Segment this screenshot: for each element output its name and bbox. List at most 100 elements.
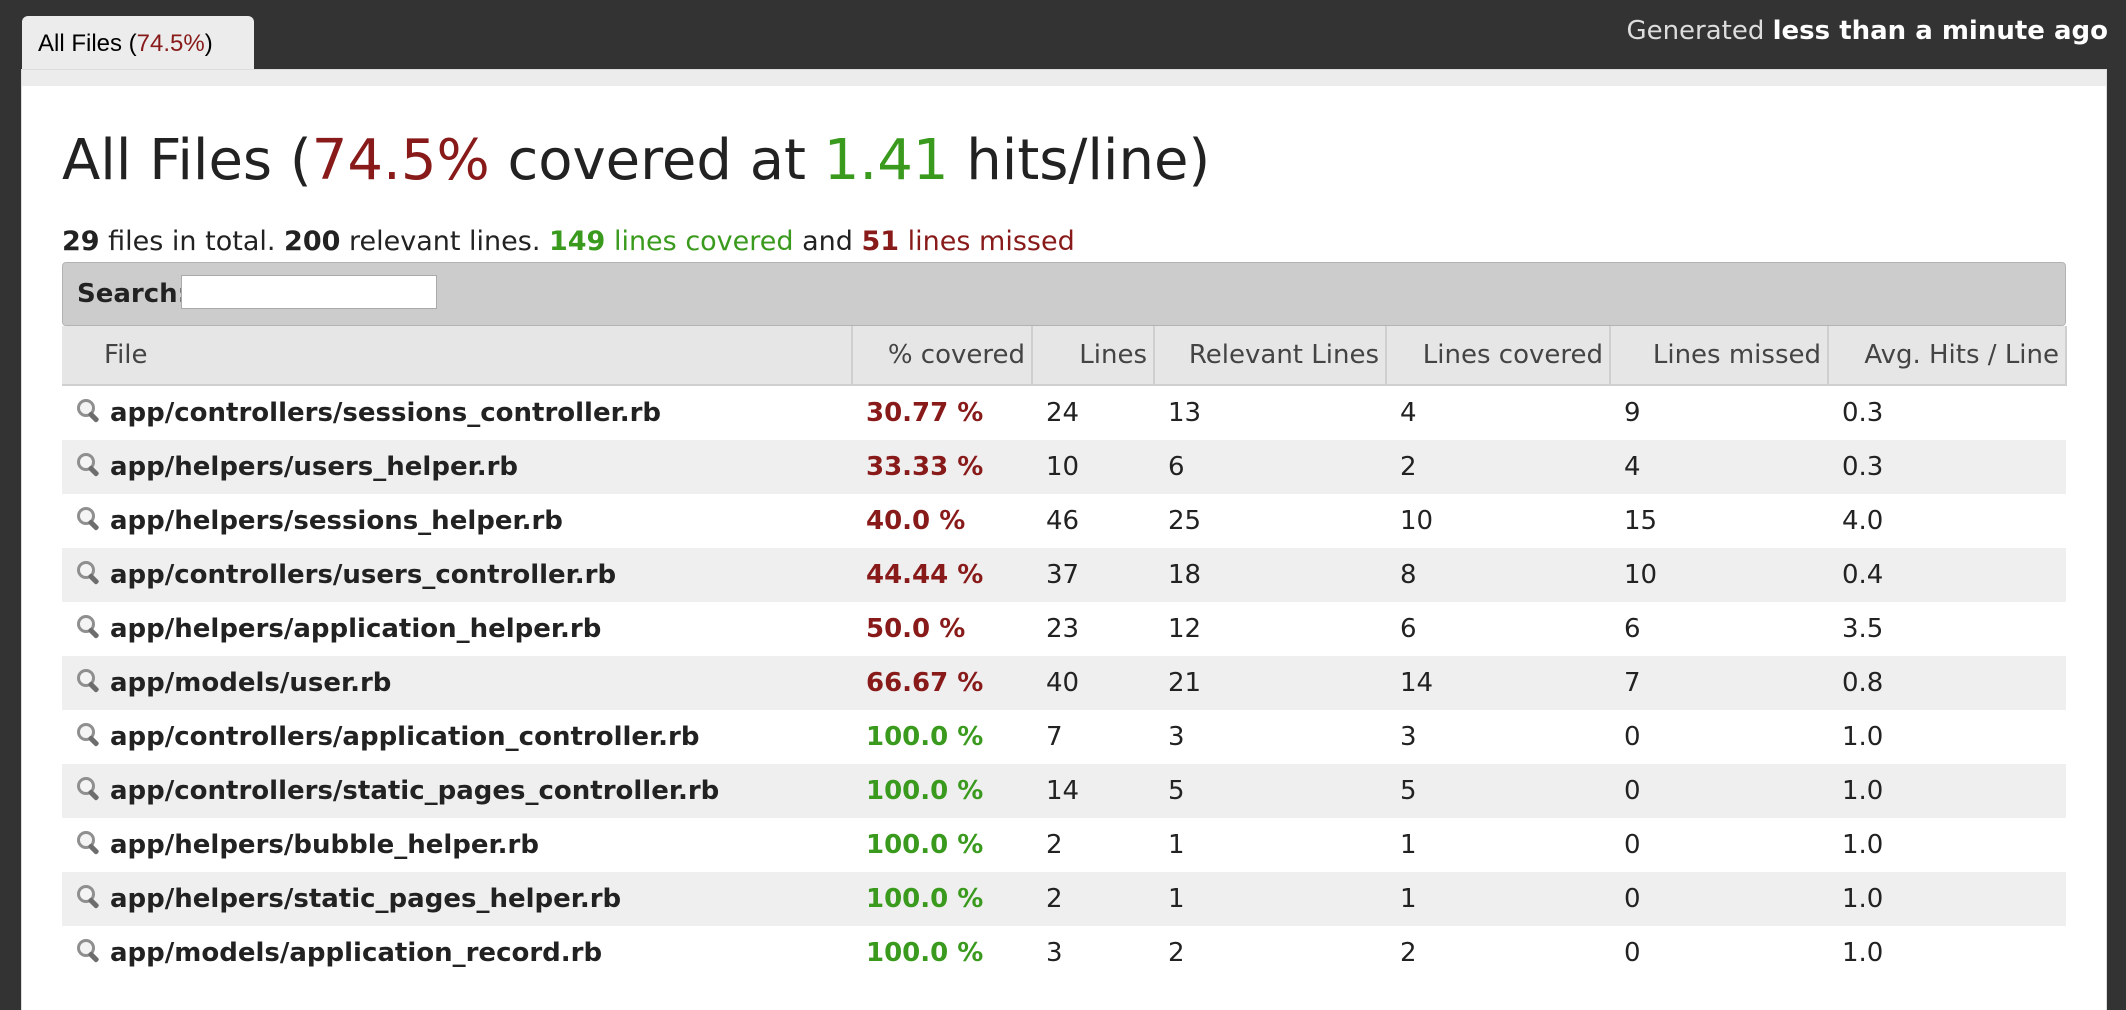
file-cell: app/controllers/application_controller.r… [62, 710, 852, 764]
lines-covered-cell: 1 [1386, 872, 1610, 926]
lines-covered-cell: 6 [1400, 614, 1417, 644]
relevant-lines-cell: 1 [1154, 872, 1386, 926]
lines-cell: 37 [1032, 548, 1154, 602]
column-header-file[interactable]: File [62, 326, 853, 386]
missed-count: 51 [861, 226, 900, 257]
files-table-body: app/controllers/sessions_controller.rb 30… [62, 385, 2066, 980]
search-bar: Search: [62, 262, 2066, 326]
magnifier-icon[interactable] [76, 776, 100, 802]
file-link[interactable]: app/controllers/static_pages_controller.… [110, 776, 720, 806]
file-link[interactable]: app/helpers/bubble_helper.rb [110, 830, 539, 860]
file-link[interactable]: app/helpers/application_helper.rb [110, 614, 602, 644]
file-link[interactable]: app/helpers/static_pages_helper.rb [110, 884, 622, 914]
file-cell: app/helpers/static_pages_helper.rb [62, 872, 852, 926]
avg-hits-cell: 0.4 [1828, 548, 2066, 602]
file-link[interactable]: app/models/application_record.rb [110, 938, 603, 968]
lines-missed-cell: 6 [1624, 614, 1641, 644]
relevant-lines-cell: 12 [1168, 614, 1202, 644]
lines-covered-cell: 10 [1400, 506, 1434, 536]
table-row: app/controllers/application_controller.r… [62, 710, 2066, 764]
table-row: app/controllers/sessions_controller.rb 30… [62, 385, 2066, 440]
file-cell: app/helpers/users_helper.rb [62, 440, 852, 494]
relevant-lines-cell: 13 [1168, 398, 1202, 428]
and-text: and [793, 226, 862, 257]
lines-covered-cell: 14 [1386, 656, 1610, 710]
file-link[interactable]: app/helpers/sessions_helper.rb [110, 506, 563, 536]
panel-top-band [22, 70, 2106, 86]
magnifier-icon[interactable] [76, 398, 100, 424]
file-link[interactable]: app/helpers/users_helper.rb [110, 452, 519, 482]
relevant-count: 200 [284, 226, 341, 257]
relevant-lines-cell: 5 [1154, 764, 1386, 818]
percent-covered-cell: 30.77 % [866, 398, 984, 428]
magnifier-icon[interactable] [76, 560, 100, 586]
files-text: files in total. [99, 226, 285, 257]
file-cell: app/models/application_record.rb [62, 926, 852, 980]
table-row: app/controllers/users_controller.rb 44.44… [62, 548, 2066, 602]
lines-covered-cell: 2 [1386, 440, 1610, 494]
magnifier-icon[interactable] [76, 830, 100, 856]
file-link[interactable]: app/controllers/application_controller.r… [110, 722, 700, 752]
avg-hits-cell: 1.0 [1842, 830, 1884, 860]
file-cell: app/helpers/sessions_helper.rb [62, 494, 852, 548]
tab-all-files[interactable]: All Files (74.5%) [22, 16, 254, 80]
relevant-lines-cell: 21 [1154, 656, 1386, 710]
column-header-lines[interactable]: Lines [1032, 326, 1155, 386]
search-input[interactable] [181, 275, 437, 309]
lines-missed-cell: 0 [1624, 938, 1641, 968]
missed-text: lines missed [899, 226, 1075, 257]
magnifier-icon[interactable] [76, 506, 100, 532]
covered-text: lines covered [605, 226, 794, 257]
column-header-avg-hits[interactable]: Avg. Hits / Line [1828, 326, 2067, 386]
percent-covered-cell: 33.33 % [852, 440, 1032, 494]
file-link[interactable]: app/controllers/users_controller.rb [110, 560, 617, 590]
magnifier-icon[interactable] [76, 884, 100, 910]
search-label: Search: [77, 279, 189, 309]
magnifier-icon[interactable] [76, 452, 100, 478]
column-header-lines-covered[interactable]: Lines covered [1386, 326, 1611, 386]
lines-missed-cell: 0 [1610, 872, 1828, 926]
magnifier-icon[interactable] [76, 938, 100, 964]
lines-missed-cell: 0 [1610, 764, 1828, 818]
column-header-percent-covered[interactable]: % covered [852, 326, 1033, 386]
relevant-lines-cell: 6 [1154, 440, 1386, 494]
lines-covered-cell: 4 [1400, 398, 1417, 428]
percent-covered-cell: 100.0 % [852, 764, 1032, 818]
table-row: app/helpers/bubble_helper.rb 100.0 % 2 1 1 0 1… [62, 818, 2066, 872]
lines-missed-cell: 10 [1610, 548, 1828, 602]
magnifier-icon[interactable] [76, 614, 100, 640]
lines-cell: 10 [1032, 440, 1154, 494]
table-row: app/helpers/sessions_helper.rb 40.0 % 46 25… [62, 494, 2066, 548]
percent-covered-cell: 100.0 % [866, 830, 984, 860]
magnifier-icon[interactable] [76, 722, 100, 748]
generated-time: less than a minute ago [1772, 16, 2108, 46]
file-cell: app/helpers/bubble_helper.rb [62, 818, 852, 872]
table-row: app/helpers/application_helper.rb 50.0 % 2… [62, 602, 2066, 656]
lines-covered-cell: 2 [1400, 938, 1417, 968]
avg-hits-cell: 1.0 [1828, 872, 2066, 926]
lines-cell: 24 [1046, 398, 1080, 428]
avg-hits-cell: 1.0 [1842, 938, 1884, 968]
files-count: 29 [62, 226, 100, 257]
file-link[interactable]: app/models/user.rb [110, 668, 392, 698]
files-table: File % covered Lines Relevant Lines Line… [62, 326, 2067, 980]
avg-hits-cell: 0.3 [1842, 398, 1884, 428]
percent-covered-cell: 100.0 % [866, 938, 984, 968]
lines-cell: 7 [1046, 722, 1063, 752]
percent-covered-cell: 40.0 % [866, 506, 966, 536]
covered-count: 149 [548, 226, 606, 257]
lines-covered-cell: 8 [1386, 548, 1610, 602]
file-cell: app/models/user.rb [62, 656, 852, 710]
lines-covered-cell: 3 [1400, 722, 1417, 752]
table-row: app/models/user.rb 66.67 % 40 21 14 7 0.8 [62, 656, 2066, 710]
magnifier-icon[interactable] [76, 668, 100, 694]
relevant-text: relevant lines. [340, 226, 549, 257]
table-row: app/controllers/static_pages_controller.… [62, 764, 2066, 818]
table-row: app/models/application_record.rb 100.0 % 3… [62, 926, 2066, 980]
column-header-relevant-lines[interactable]: Relevant Lines [1154, 326, 1387, 386]
relevant-lines-cell: 1 [1168, 830, 1185, 860]
file-link[interactable]: app/controllers/sessions_controller.rb [110, 398, 662, 428]
column-header-lines-missed[interactable]: Lines missed [1610, 326, 1829, 386]
coverage-summary: 29 files in total. 200 relevant lines. 1… [62, 226, 1075, 257]
table-header-row: File % covered Lines Relevant Lines Line… [62, 326, 2067, 386]
